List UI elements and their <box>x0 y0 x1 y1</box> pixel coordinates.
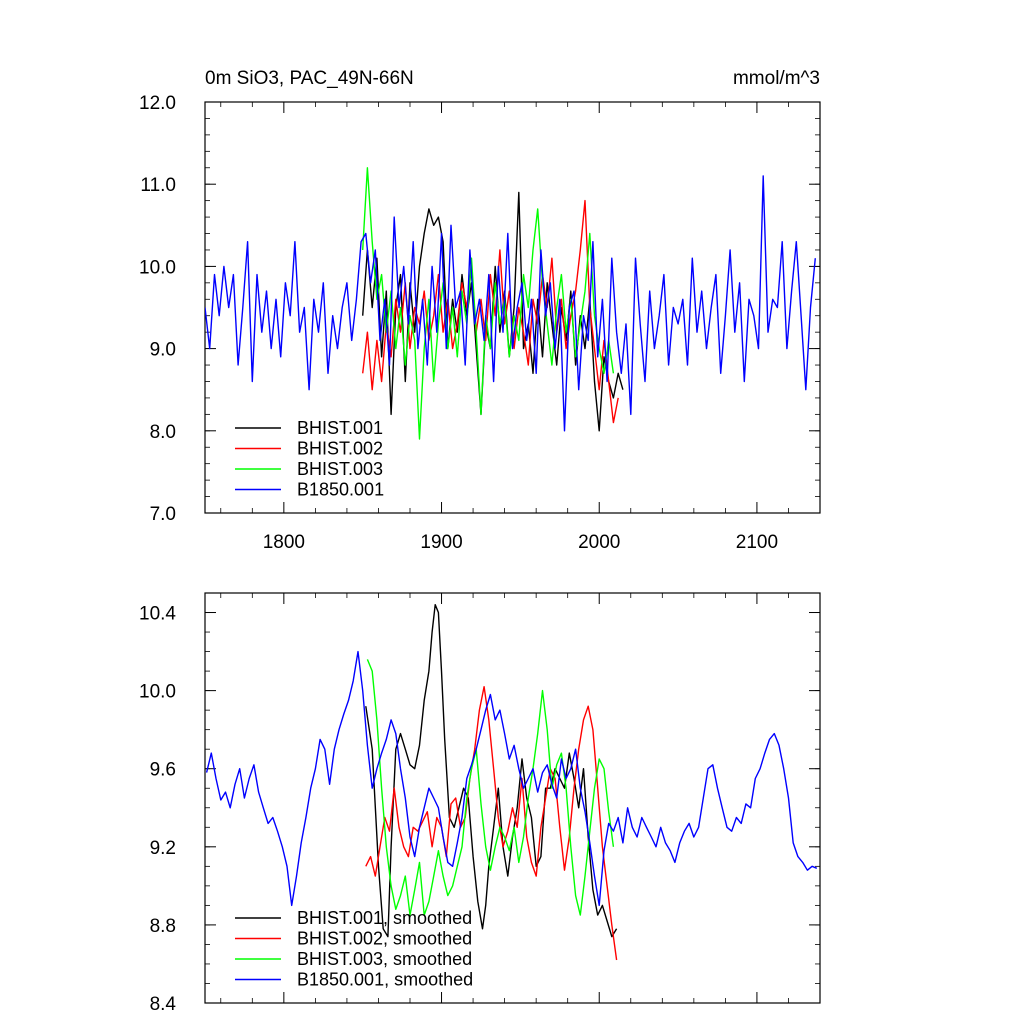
x-tick-label: 2100 <box>736 532 778 553</box>
legend-label: BHIST.003, smoothed <box>297 949 472 969</box>
plot-frame <box>204 592 821 1004</box>
legend-label: BHIST.001 <box>297 418 383 438</box>
y-tick-label: 10.0 <box>139 682 176 703</box>
y-tick-label: 12.0 <box>139 93 176 114</box>
series-line-0 <box>365 604 618 938</box>
series-line-1 <box>365 686 618 961</box>
y-tick-label: 9.0 <box>150 340 176 361</box>
y-tick-label: 9.2 <box>150 838 176 859</box>
y-tick-label: 9.6 <box>150 760 176 781</box>
y-tick-label: 8.0 <box>150 422 176 443</box>
top-panel: 0m SiO3, PAC_49N-66N mmol/m^3 1800 1900 20… <box>139 68 821 553</box>
legend-label: BHIST.003 <box>297 459 383 479</box>
chart-title: 0m SiO3, PAC_49N-66N <box>205 68 414 89</box>
series-line-3 <box>205 175 816 432</box>
legend-label: BHIST.001, smoothed <box>297 908 472 928</box>
y-tick-label: 8.4 <box>150 994 177 1015</box>
y-tick-label: 11.0 <box>140 175 176 196</box>
legend-label: BHIST.002 <box>297 439 383 459</box>
y-tick-label: 8.8 <box>150 916 176 937</box>
y-tick-label: 10.4 <box>139 604 176 625</box>
legend-label: BHIST.002, smoothed <box>297 929 472 949</box>
y-tick-label: 7.0 <box>150 504 176 525</box>
series-line-3 <box>205 650 818 907</box>
units-label: mmol/m^3 <box>733 68 820 89</box>
x-tick-label: 1800 <box>263 532 305 553</box>
x-tick-label: 1900 <box>420 532 462 553</box>
series-line-2 <box>362 167 615 440</box>
series-line-2 <box>366 659 615 916</box>
legend-label: B1850.001, smoothed <box>297 970 473 990</box>
y-tick-label: 10.0 <box>139 257 176 278</box>
x-tick-label: 2000 <box>578 532 620 553</box>
legend-label: B1850.001 <box>297 480 384 500</box>
